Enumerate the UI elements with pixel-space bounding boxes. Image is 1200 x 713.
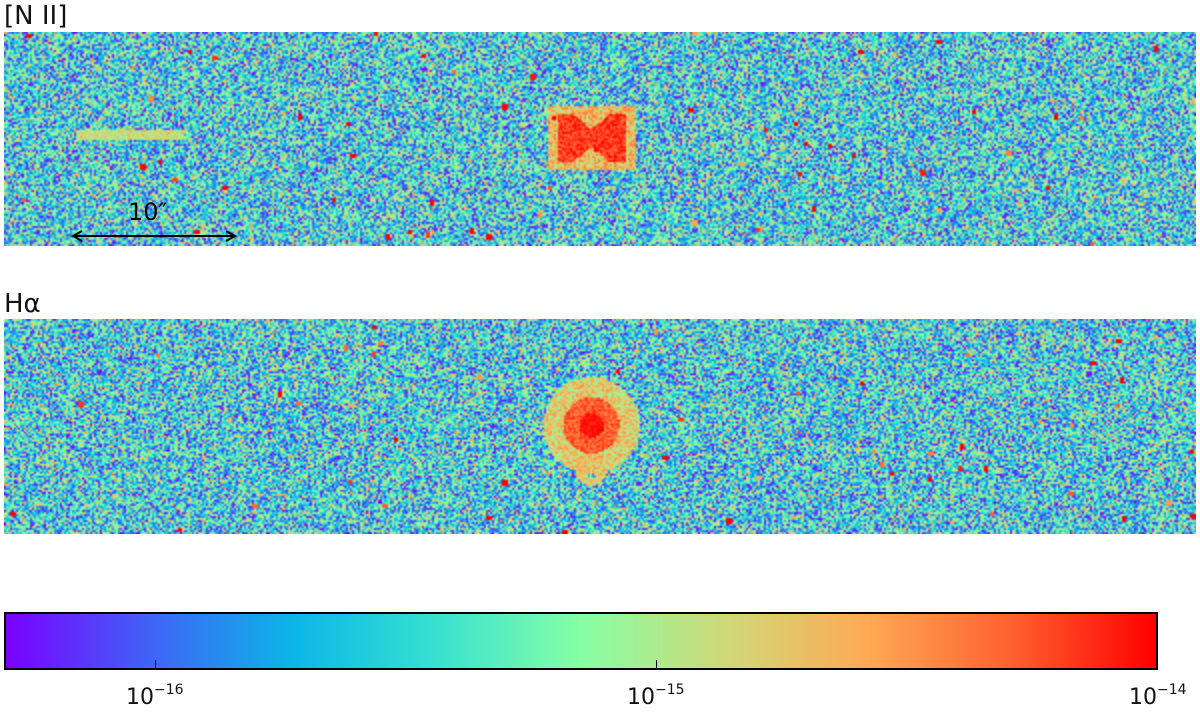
colorbar: [4, 612, 1158, 670]
scale-bar-arrow: [70, 230, 238, 242]
colorbar-tick: [155, 660, 156, 668]
nii-emission-image: [4, 32, 1196, 246]
colorbar-tick: [656, 660, 657, 668]
colorbar-tick-label: 10−15: [627, 682, 685, 710]
colorbar-tick-label: 10−14: [1129, 682, 1187, 710]
scale-bar-label: 10″: [128, 198, 168, 226]
nii-panel-label: [N II]: [4, 1, 68, 31]
halpha-emission-image: [4, 319, 1196, 534]
halpha-panel-label: Hα: [4, 289, 41, 319]
colorbar-tick-label: 10−16: [126, 682, 184, 710]
